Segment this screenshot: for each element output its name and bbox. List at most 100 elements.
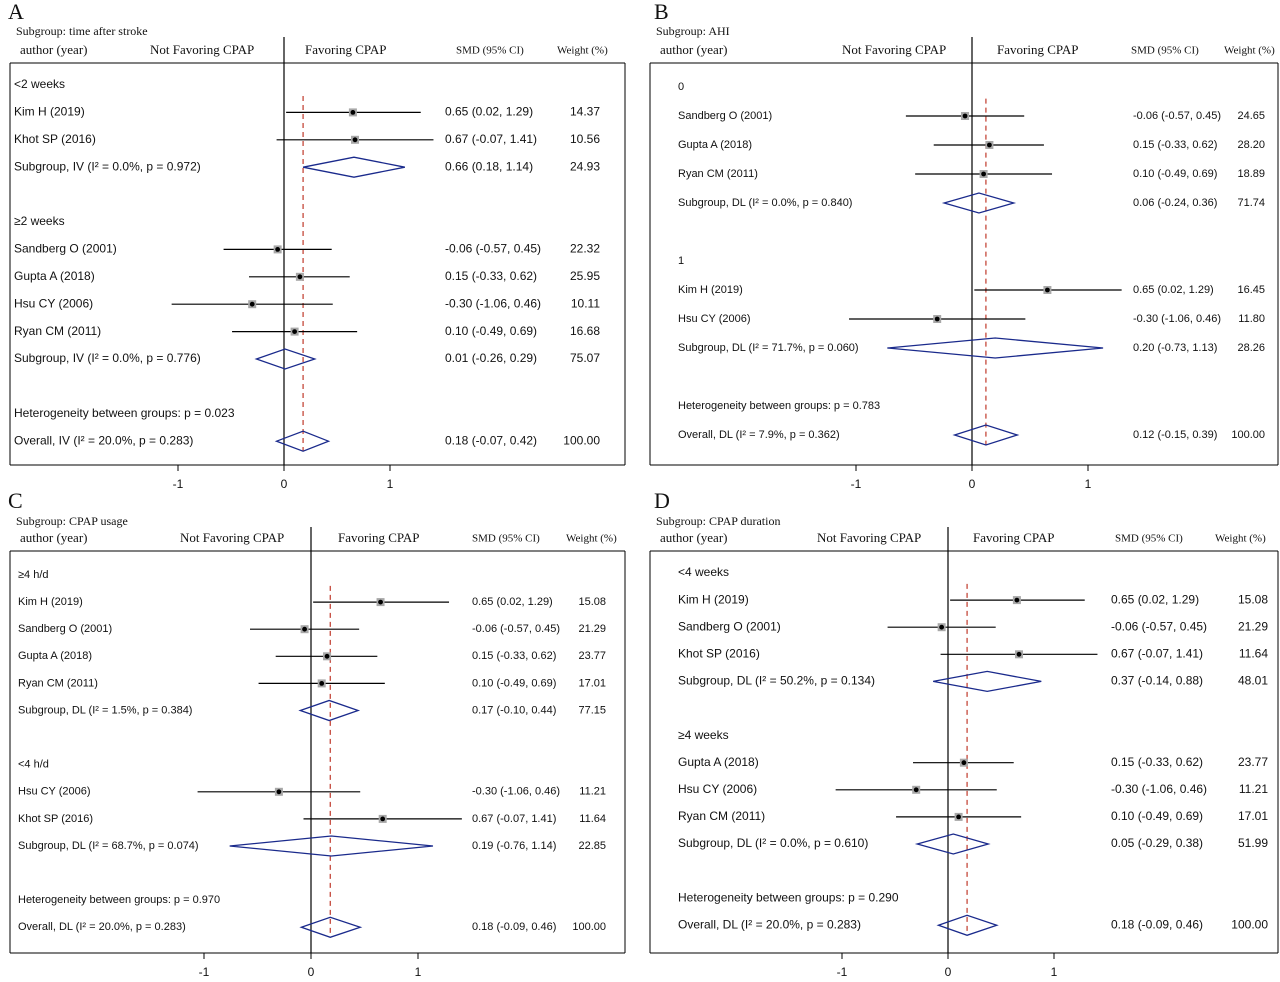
subgroup-title: Subgroup: CPAP duration [656, 514, 780, 528]
study-label: Khot SP (2016) [14, 132, 96, 146]
point-estimate [352, 137, 358, 143]
weight-text: 11.21 [1239, 782, 1268, 796]
x-tick-label: 1 [387, 477, 394, 491]
subgroup-diamond [254, 348, 317, 370]
header-weight: Weight (%) [557, 45, 608, 57]
weight-text: 21.29 [578, 623, 606, 635]
header-favoring: Favoring CPAP [997, 42, 1079, 57]
smd-ci-text: 0.12 (-0.15, 0.39) [1133, 429, 1217, 441]
subgroup-title: Subgroup: CPAP usage [16, 514, 128, 528]
header-smd: SMD (95% CI) [1131, 45, 1199, 57]
smd-ci-text: -0.30 (-1.06, 0.46) [445, 296, 541, 310]
overall-diamond [952, 424, 1020, 446]
overall-diamond [299, 916, 363, 938]
subgroup-diamond [914, 833, 991, 855]
weight-text: 23.77 [1238, 755, 1268, 769]
x-tick-label: 0 [308, 965, 315, 979]
subgroup-title: Subgroup: AHI [656, 24, 730, 38]
point-estimate [1016, 651, 1022, 657]
weight-text: 11.21 [579, 786, 606, 798]
smd-ci-text: 0.65 (0.02, 1.29) [1133, 284, 1214, 296]
x-tick-label: 0 [945, 965, 952, 979]
weight-text: 11.80 [1238, 313, 1265, 325]
x-tick-label: -1 [837, 965, 848, 979]
smd-ci-text: 0.19 (-0.76, 1.14) [472, 840, 556, 852]
point-estimate [1014, 597, 1020, 603]
group-label: <4 weeks [678, 565, 729, 579]
study-label: Kim H (2019) [678, 284, 743, 296]
weight-text: 75.07 [570, 351, 600, 365]
header-author: author (year) [20, 530, 88, 545]
x-tick-label: 1 [415, 965, 422, 979]
header-weight: Weight (%) [1215, 533, 1266, 545]
smd-ci-text: -0.06 (-0.57, 0.45) [445, 242, 541, 256]
study-label: Ryan CM (2011) [18, 677, 98, 689]
subgroup-diamond [887, 337, 1104, 359]
group-label: ≥4 weeks [678, 728, 729, 742]
subgroup-pooled-label: Subgroup, DL (I² = 1.5%, p = 0.384) [18, 704, 192, 716]
x-tick-label: -1 [851, 477, 862, 491]
smd-ci-text: 0.01 (-0.26, 0.29) [445, 351, 537, 365]
point-estimate [913, 787, 919, 793]
smd-ci-text: 0.17 (-0.10, 0.44) [472, 704, 556, 716]
study-label: Hsu CY (2006) [14, 296, 93, 310]
smd-ci-text: -0.06 (-0.57, 0.45) [1133, 110, 1221, 122]
point-estimate [380, 816, 386, 822]
heterogeneity-text: Heterogeneity between groups: p = 0.783 [678, 400, 880, 412]
weight-text: 48.01 [1238, 674, 1268, 688]
point-estimate [956, 814, 961, 820]
x-tick-label: -1 [199, 965, 210, 979]
group-label: <2 weeks [14, 77, 65, 91]
weight-text: 10.56 [570, 132, 600, 146]
x-tick-label: 1 [1085, 477, 1092, 491]
point-estimate [276, 789, 282, 795]
x-tick-label: -1 [173, 477, 184, 491]
group-label: 0 [678, 81, 684, 93]
point-estimate [292, 329, 297, 334]
smd-ci-text: 0.67 (-0.07, 1.41) [472, 813, 556, 825]
smd-ci-text: 0.18 (-0.09, 0.46) [1111, 917, 1203, 931]
group-label: ≥4 h/d [18, 569, 49, 581]
header-not-favoring: Not Favoring CPAP [180, 530, 284, 545]
header-author: author (year) [660, 530, 728, 545]
weight-text: 28.26 [1237, 342, 1265, 354]
study-label: Kim H (2019) [678, 592, 749, 606]
weight-text: 71.74 [1237, 197, 1265, 209]
weight-text: 28.20 [1237, 139, 1265, 151]
weight-text: 11.64 [1239, 646, 1268, 660]
weight-text: 23.77 [578, 650, 606, 662]
weight-text: 24.65 [1237, 110, 1265, 122]
smd-ci-text: -0.30 (-1.06, 0.46) [1111, 782, 1207, 796]
overall-label: Overall, DL (I² = 20.0%, p = 0.283) [678, 917, 861, 931]
point-estimate [297, 274, 303, 280]
smd-ci-text: 0.10 (-0.49, 0.69) [472, 677, 556, 689]
subgroup-pooled-label: Subgroup, DL (I² = 71.7%, p = 0.060) [678, 342, 859, 354]
point-estimate [934, 316, 940, 322]
study-label: Hsu CY (2006) [18, 786, 91, 798]
smd-ci-text: 0.20 (-0.73, 1.13) [1133, 342, 1217, 354]
subgroup-pooled-label: Subgroup, IV (I² = 0.0%, p = 0.776) [14, 351, 201, 365]
header-smd: SMD (95% CI) [1115, 533, 1183, 545]
smd-ci-text: 0.15 (-0.33, 0.62) [472, 650, 556, 662]
point-estimate [1045, 287, 1050, 293]
weight-text: 100.00 [1231, 917, 1268, 931]
point-estimate [302, 626, 307, 632]
point-estimate [981, 171, 986, 177]
study-label: Khot SP (2016) [18, 813, 93, 825]
point-estimate [324, 653, 330, 659]
overall-diamond [274, 430, 331, 452]
point-estimate [939, 624, 945, 630]
subgroup-pooled-label: Subgroup, IV (I² = 0.0%, p = 0.972) [14, 159, 201, 173]
weight-text: 11.64 [579, 813, 606, 825]
smd-ci-text: 0.18 (-0.07, 0.42) [445, 433, 537, 447]
smd-ci-text: -0.30 (-1.06, 0.46) [1133, 313, 1221, 325]
weight-text: 15.08 [1238, 592, 1268, 606]
weight-text: 25.95 [570, 269, 600, 283]
weight-text: 22.32 [570, 242, 600, 256]
weight-text: 17.01 [1238, 809, 1268, 823]
point-estimate [319, 681, 325, 686]
study-label: Kim H (2019) [14, 105, 85, 119]
study-label: Gupta A (2018) [14, 269, 95, 283]
